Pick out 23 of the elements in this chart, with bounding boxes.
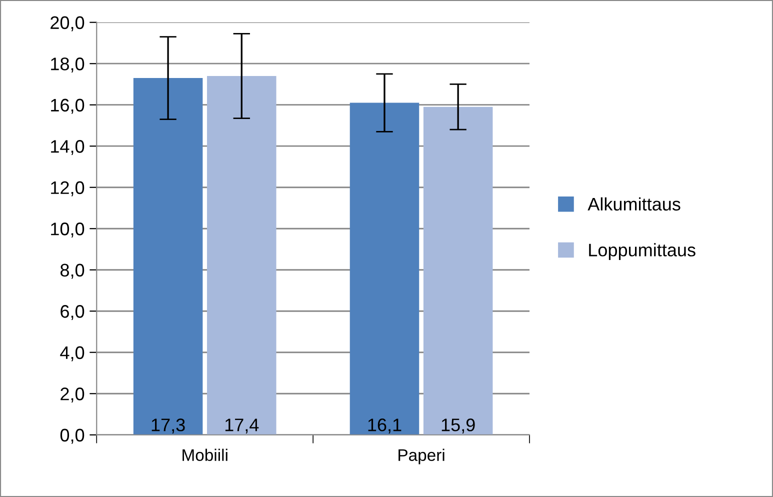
y-tick-label: 10,0 [51,222,84,238]
bar [350,102,420,435]
data-label: 16,1 [368,418,402,434]
y-tick-label: 4,0 [60,346,84,362]
y-tick-label: 14,0 [51,140,84,155]
y-tick-label: 18,0 [51,58,84,72]
y-tick-label: 12,0 [51,181,84,196]
bar [207,76,276,435]
data-label: 17,3 [152,418,185,434]
legend-label: Alkumittaus [588,197,680,211]
y-tick-label: 8,0 [60,264,84,279]
x-tick-label: Mobiili [182,448,228,462]
y-tick-label: 20,0 [50,16,84,32]
x-tick-label: Paperi [398,448,444,464]
y-tick-label: 6,0 [60,305,84,320]
y-tick-label: 16,0 [51,98,84,114]
bar [133,78,203,435]
data-label: 17,4 [225,418,259,434]
bar [423,106,493,435]
y-tick-label: 2,0 [60,388,84,402]
data-label: 15,9 [442,418,475,434]
legend-label: Loppumittaus [589,243,696,260]
y-tick-label: 0,0 [60,428,84,444]
